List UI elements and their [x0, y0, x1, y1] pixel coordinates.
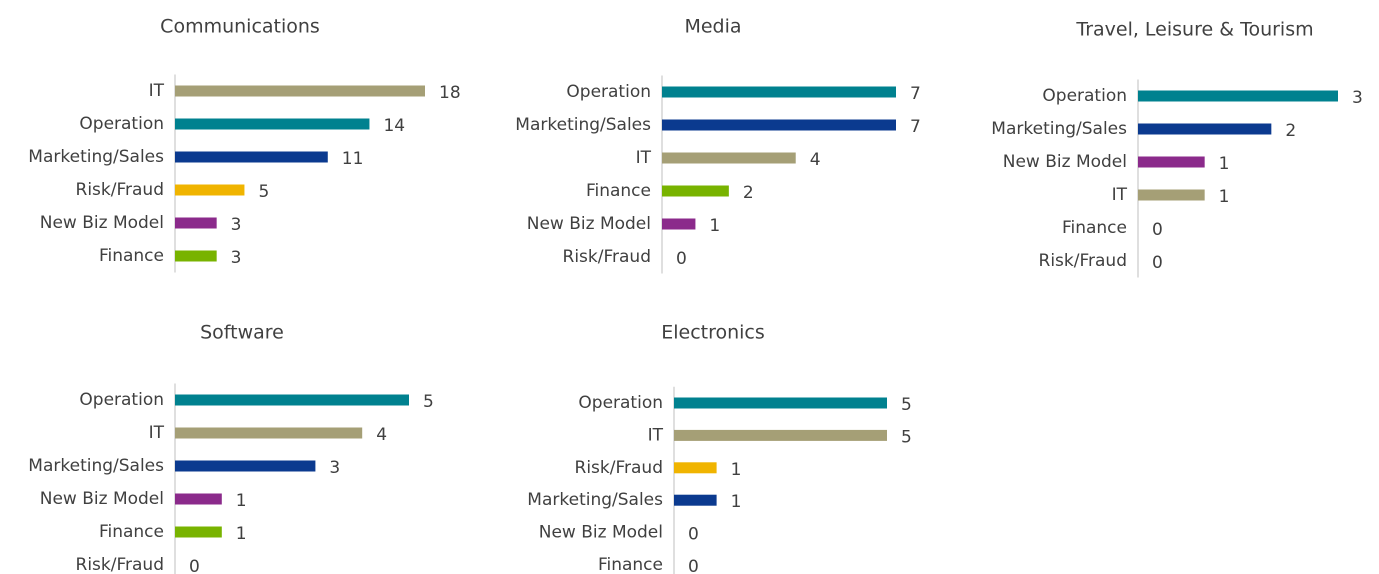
category-label: IT — [1112, 185, 1128, 205]
bar — [175, 460, 316, 472]
value-label: 5 — [901, 427, 912, 447]
bar — [175, 85, 425, 97]
value-label: 0 — [676, 249, 687, 269]
category-label: Finance — [99, 522, 164, 542]
chart-title: Travel, Leisure & Tourism — [1075, 19, 1313, 41]
category-label: Risk/Fraud — [76, 180, 164, 200]
category-label: New Biz Model — [1003, 152, 1127, 172]
category-label: IT — [648, 425, 664, 445]
bar — [674, 429, 887, 441]
bar — [175, 394, 409, 406]
category-label: IT — [636, 148, 652, 168]
value-label: 3 — [1352, 88, 1363, 108]
value-label: 0 — [688, 525, 699, 545]
value-label: 7 — [910, 117, 921, 137]
bar — [662, 185, 729, 197]
value-label: 3 — [329, 458, 340, 478]
bar — [1138, 189, 1205, 201]
bar — [175, 184, 245, 196]
bar — [175, 493, 222, 505]
bar — [175, 526, 222, 538]
category-label: IT — [149, 81, 165, 101]
category-label: New Biz Model — [539, 523, 663, 543]
chart-title: Communications — [160, 16, 320, 38]
value-label: 1 — [1219, 187, 1230, 207]
chart-title: Media — [684, 16, 741, 38]
category-label: Marketing/Sales — [28, 147, 164, 167]
category-label: New Biz Model — [40, 213, 164, 233]
category-label: Operation — [1042, 86, 1127, 106]
value-label: 2 — [1285, 121, 1296, 141]
category-label: IT — [149, 423, 165, 443]
bar — [674, 494, 717, 506]
value-label: 5 — [423, 392, 434, 412]
category-label: Risk/Fraud — [575, 458, 663, 478]
bar — [662, 218, 696, 230]
category-label: Finance — [598, 555, 663, 574]
value-label: 4 — [376, 425, 387, 445]
bar — [175, 217, 217, 229]
value-label: 18 — [439, 83, 461, 103]
bar — [175, 151, 328, 163]
value-label: 1 — [731, 460, 742, 480]
value-label: 1 — [709, 216, 720, 236]
bar — [662, 152, 796, 164]
category-label: Risk/Fraud — [76, 555, 164, 574]
value-label: 1 — [1219, 154, 1230, 174]
value-label: 3 — [231, 248, 242, 268]
category-label: Operation — [578, 393, 663, 413]
bar — [662, 119, 896, 131]
bar — [1138, 156, 1205, 168]
bar — [1138, 123, 1272, 135]
value-label: 1 — [236, 491, 247, 511]
value-label: 5 — [258, 182, 269, 202]
value-label: 4 — [810, 150, 821, 170]
bar — [1138, 90, 1338, 102]
bar — [175, 118, 370, 130]
category-label: Marketing/Sales — [28, 456, 164, 476]
category-label: Risk/Fraud — [563, 247, 651, 267]
bar — [175, 250, 217, 262]
category-label: Marketing/Sales — [515, 115, 651, 135]
value-label: 2 — [743, 183, 754, 203]
category-label: New Biz Model — [527, 214, 651, 234]
bar — [674, 462, 717, 474]
value-label: 0 — [189, 557, 200, 574]
category-label: New Biz Model — [40, 489, 164, 509]
category-label: Finance — [586, 181, 651, 201]
category-label: Finance — [1062, 218, 1127, 238]
value-label: 3 — [231, 215, 242, 235]
value-label: 0 — [1152, 220, 1163, 240]
value-label: 0 — [1152, 253, 1163, 273]
category-label: Operation — [79, 114, 164, 134]
bar — [662, 86, 896, 98]
category-label: Finance — [99, 246, 164, 266]
category-label: Operation — [79, 390, 164, 410]
chart-title: Electronics — [661, 322, 765, 344]
category-label: Marketing/Sales — [527, 490, 663, 510]
value-label: 5 — [901, 395, 912, 415]
chart-title: Software — [200, 322, 284, 344]
bar — [175, 427, 363, 439]
value-label: 11 — [342, 149, 364, 169]
value-label: 7 — [910, 84, 921, 104]
value-label: 1 — [731, 492, 742, 512]
bar — [674, 397, 887, 409]
category-label: Operation — [566, 82, 651, 102]
value-label: 1 — [236, 524, 247, 544]
category-label: Risk/Fraud — [1039, 251, 1127, 271]
value-label: 0 — [688, 557, 699, 574]
value-label: 14 — [383, 116, 405, 136]
category-label: Marketing/Sales — [991, 119, 1127, 139]
